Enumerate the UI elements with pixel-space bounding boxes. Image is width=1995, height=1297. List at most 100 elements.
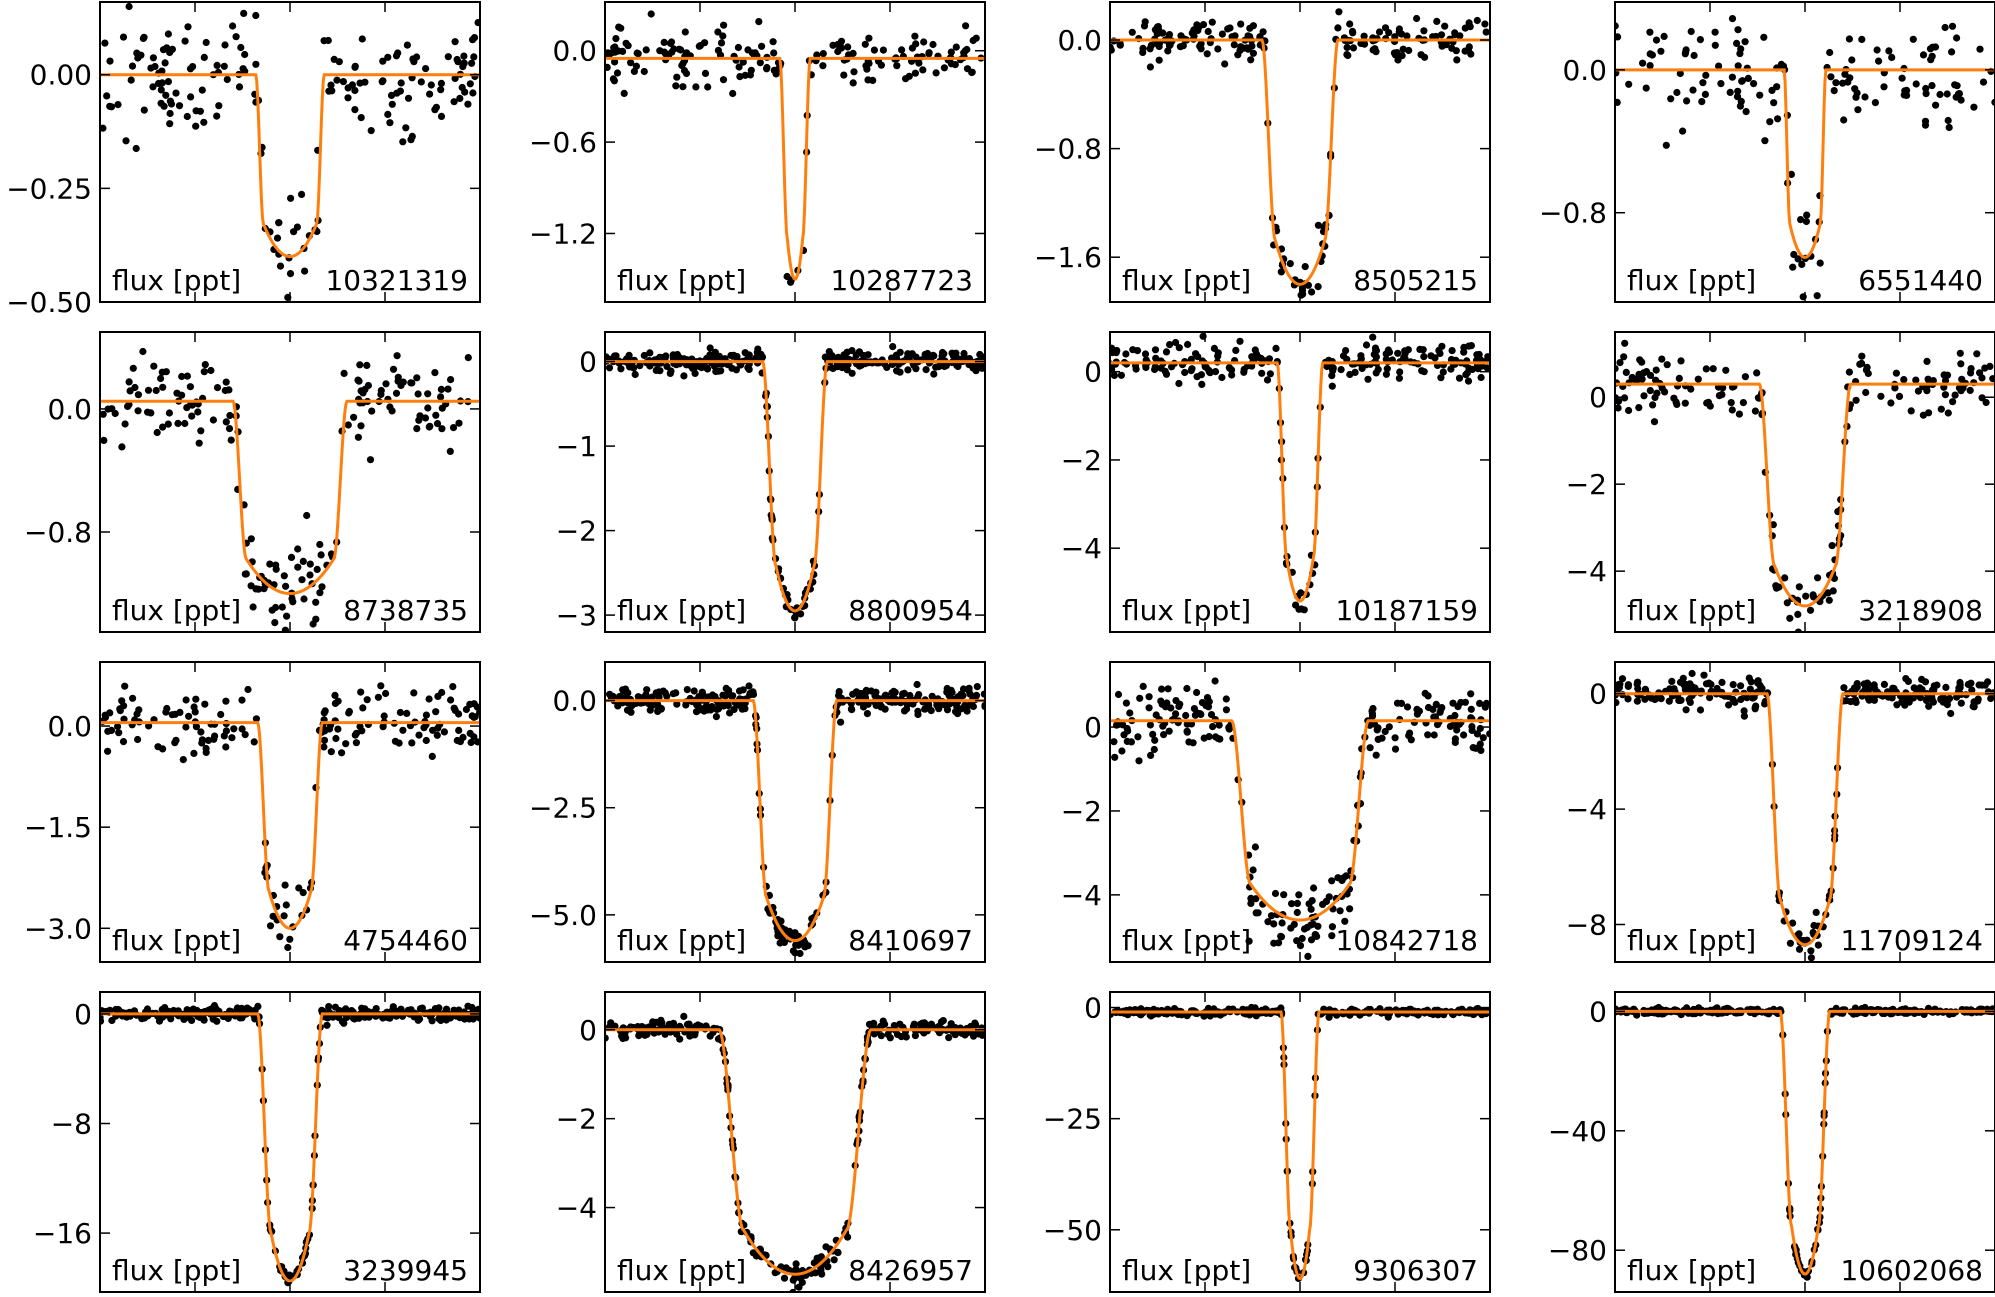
data-point bbox=[1761, 137, 1768, 144]
data-point bbox=[933, 69, 940, 76]
data-point bbox=[1918, 676, 1925, 683]
data-point bbox=[1122, 350, 1129, 357]
panel-10602068-model-line bbox=[1615, 1011, 1995, 1274]
data-point bbox=[1118, 747, 1125, 754]
data-point bbox=[1653, 367, 1660, 374]
flux-label: flux [ppt] bbox=[112, 594, 241, 627]
data-point bbox=[1651, 418, 1658, 425]
data-point bbox=[157, 375, 164, 382]
data-point bbox=[434, 732, 441, 739]
data-point bbox=[129, 63, 136, 70]
data-point bbox=[1661, 388, 1668, 395]
panel-10287723-model-line bbox=[605, 58, 985, 279]
data-point bbox=[283, 901, 290, 908]
data-point bbox=[1452, 735, 1459, 742]
data-point bbox=[1469, 727, 1476, 734]
data-point bbox=[377, 682, 384, 689]
data-point bbox=[630, 364, 637, 371]
data-point bbox=[1625, 81, 1632, 88]
y-tick-label: −4 bbox=[1566, 793, 1607, 826]
data-point bbox=[1424, 731, 1431, 738]
data-point bbox=[1394, 700, 1401, 707]
panel-6551440-plot-area bbox=[1612, 15, 1995, 300]
panel-3239945-model-line bbox=[100, 1014, 480, 1281]
data-point bbox=[449, 683, 456, 690]
data-point bbox=[1346, 905, 1353, 912]
data-point bbox=[819, 62, 826, 69]
data-point bbox=[691, 687, 698, 694]
data-point bbox=[1687, 699, 1694, 706]
panel-8505215-points bbox=[1107, 8, 1490, 299]
data-point bbox=[791, 614, 798, 621]
data-point bbox=[1734, 88, 1741, 95]
data-point bbox=[1774, 115, 1781, 122]
data-point bbox=[898, 46, 905, 53]
data-point bbox=[1663, 142, 1670, 149]
data-point bbox=[836, 688, 843, 695]
data-point bbox=[1378, 735, 1385, 742]
data-point bbox=[133, 50, 140, 57]
data-point bbox=[226, 425, 233, 432]
data-point bbox=[345, 84, 352, 91]
data-point bbox=[361, 79, 368, 86]
data-point bbox=[873, 702, 880, 709]
data-point bbox=[1382, 728, 1389, 735]
data-point bbox=[1691, 684, 1698, 691]
data-point bbox=[1875, 58, 1882, 65]
data-point bbox=[1902, 675, 1909, 682]
data-point bbox=[307, 561, 314, 568]
panel-8738735-frame bbox=[100, 332, 480, 632]
data-point bbox=[1691, 52, 1698, 59]
data-point bbox=[168, 100, 175, 107]
flux-label: flux [ppt] bbox=[112, 264, 241, 297]
data-point bbox=[275, 219, 282, 226]
data-point bbox=[781, 1275, 788, 1282]
kic-id-label: 4754460 bbox=[343, 924, 468, 957]
data-point bbox=[1400, 354, 1407, 361]
data-point bbox=[952, 350, 959, 357]
data-point bbox=[880, 47, 887, 54]
data-point bbox=[1218, 374, 1225, 381]
data-point bbox=[135, 391, 142, 398]
data-point bbox=[287, 195, 294, 202]
data-point bbox=[1291, 921, 1298, 928]
data-point bbox=[1416, 708, 1423, 715]
data-point bbox=[692, 83, 699, 90]
data-point bbox=[223, 418, 230, 425]
panel-8800954-points bbox=[603, 343, 988, 622]
data-point bbox=[1901, 702, 1908, 709]
data-point bbox=[300, 558, 307, 565]
data-point bbox=[1746, 675, 1753, 682]
data-point bbox=[176, 102, 183, 109]
data-point bbox=[1807, 607, 1814, 614]
data-point bbox=[382, 380, 389, 387]
data-point bbox=[1688, 28, 1695, 35]
data-point bbox=[1957, 360, 1964, 367]
data-point bbox=[878, 62, 885, 69]
data-point bbox=[1420, 27, 1427, 34]
data-point bbox=[1808, 954, 1815, 961]
data-point bbox=[397, 88, 404, 95]
data-point bbox=[437, 86, 444, 93]
panel-8426957-model-line bbox=[605, 1030, 985, 1274]
data-point bbox=[1240, 45, 1247, 52]
data-point bbox=[1443, 41, 1450, 48]
data-point bbox=[1392, 734, 1399, 741]
data-point bbox=[704, 83, 711, 90]
data-point bbox=[416, 412, 423, 419]
data-point bbox=[1750, 80, 1757, 87]
data-point bbox=[1250, 866, 1257, 873]
data-point bbox=[1979, 394, 1986, 401]
data-point bbox=[1651, 394, 1658, 401]
data-point bbox=[1634, 698, 1641, 705]
data-point bbox=[959, 692, 966, 699]
data-point bbox=[1796, 583, 1803, 590]
data-point bbox=[1953, 34, 1960, 41]
data-point bbox=[162, 59, 169, 66]
data-point bbox=[194, 408, 201, 415]
data-point bbox=[1945, 409, 1952, 416]
data-point bbox=[1172, 339, 1179, 346]
data-point bbox=[1846, 369, 1853, 376]
flux-label: flux [ppt] bbox=[617, 1254, 746, 1287]
data-point bbox=[801, 943, 808, 950]
